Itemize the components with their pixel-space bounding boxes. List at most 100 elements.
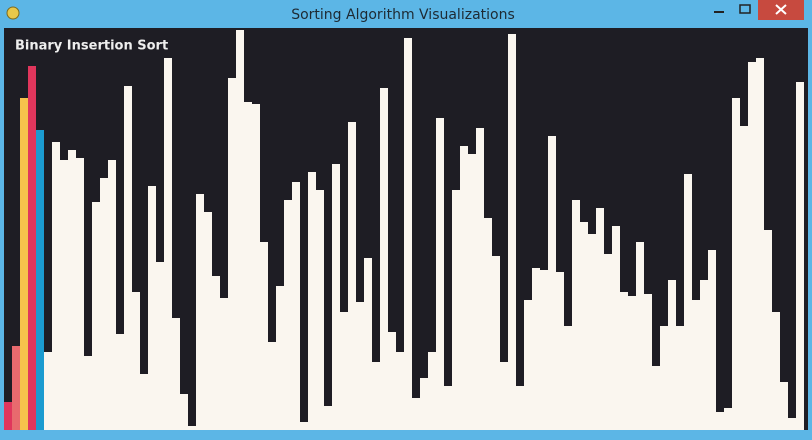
bar bbox=[268, 342, 276, 430]
bar bbox=[172, 318, 180, 430]
app-icon bbox=[6, 6, 20, 20]
bar bbox=[108, 160, 116, 430]
bar bbox=[52, 142, 60, 430]
bar bbox=[460, 146, 468, 430]
bar bbox=[212, 276, 220, 430]
bar bbox=[644, 294, 652, 430]
bar bbox=[236, 30, 244, 430]
bar bbox=[652, 366, 660, 430]
bar bbox=[260, 242, 268, 430]
bar bbox=[300, 422, 308, 430]
bar bbox=[44, 352, 52, 430]
bar bbox=[188, 426, 196, 430]
bar bbox=[20, 98, 28, 430]
bar bbox=[68, 150, 76, 430]
bar bbox=[796, 82, 804, 430]
bar bbox=[772, 312, 780, 430]
bar bbox=[12, 346, 20, 430]
bar bbox=[276, 286, 284, 430]
bar bbox=[252, 104, 260, 430]
bar bbox=[148, 186, 156, 430]
window-title: Sorting Algorithm Visualizations bbox=[291, 7, 515, 23]
bar bbox=[668, 280, 676, 430]
bar bbox=[476, 128, 484, 430]
bar bbox=[740, 126, 748, 430]
bar bbox=[196, 194, 204, 430]
bar bbox=[28, 66, 36, 430]
bar bbox=[140, 374, 148, 430]
bar bbox=[156, 262, 164, 430]
bar bbox=[612, 226, 620, 430]
bar bbox=[692, 300, 700, 430]
bar bbox=[660, 326, 668, 430]
bar bbox=[76, 158, 84, 430]
bar bbox=[36, 130, 44, 430]
bar bbox=[404, 38, 412, 430]
maximize-button[interactable] bbox=[732, 0, 758, 20]
bar bbox=[324, 406, 332, 430]
bar bbox=[700, 280, 708, 430]
bar bbox=[500, 362, 508, 430]
bar bbox=[364, 258, 372, 430]
bar bbox=[604, 254, 612, 430]
bar bbox=[388, 332, 396, 430]
bar bbox=[332, 164, 340, 430]
bar bbox=[180, 394, 188, 430]
minimize-button[interactable] bbox=[706, 0, 732, 20]
close-button[interactable] bbox=[758, 0, 804, 20]
bar bbox=[292, 182, 300, 430]
bar bbox=[420, 378, 428, 430]
bar bbox=[372, 362, 380, 430]
bar bbox=[452, 190, 460, 430]
bar bbox=[732, 98, 740, 430]
bar bbox=[412, 398, 420, 430]
bar bbox=[60, 160, 68, 430]
bar bbox=[204, 212, 212, 430]
bar bbox=[124, 86, 132, 430]
bar bbox=[524, 300, 532, 430]
bar bbox=[564, 326, 572, 430]
bar bbox=[676, 326, 684, 430]
bar bbox=[588, 234, 596, 430]
bar bbox=[484, 218, 492, 430]
bar bbox=[428, 352, 436, 430]
bar bbox=[284, 200, 292, 430]
bar bbox=[540, 270, 548, 430]
bar bbox=[132, 292, 140, 430]
bar bbox=[92, 202, 100, 430]
bar bbox=[348, 122, 356, 430]
bar bbox=[228, 78, 236, 430]
bar bbox=[780, 382, 788, 430]
bar bbox=[356, 302, 364, 430]
bars bbox=[4, 30, 804, 430]
bar bbox=[244, 102, 252, 430]
bar bbox=[724, 408, 732, 430]
bar bbox=[572, 200, 580, 430]
bar bbox=[628, 296, 636, 430]
bar bbox=[748, 62, 756, 430]
bar bbox=[508, 34, 516, 430]
bar bbox=[436, 118, 444, 430]
bar bbox=[220, 298, 228, 430]
bar bbox=[556, 272, 564, 430]
bar bbox=[684, 174, 692, 430]
bar bbox=[444, 386, 452, 430]
bar bbox=[84, 356, 92, 430]
bar bbox=[516, 386, 524, 430]
bar bbox=[164, 58, 172, 430]
bar bbox=[492, 256, 500, 430]
bar bbox=[116, 334, 124, 430]
bar bbox=[100, 178, 108, 430]
bar bbox=[788, 418, 796, 430]
bar bbox=[380, 88, 388, 430]
bar bbox=[708, 250, 716, 430]
bar bbox=[316, 190, 324, 430]
bar bbox=[764, 230, 772, 430]
bar bbox=[620, 292, 628, 430]
bar bbox=[636, 242, 644, 430]
bar bbox=[468, 154, 476, 430]
bar bbox=[308, 172, 316, 430]
bar bbox=[4, 402, 12, 430]
